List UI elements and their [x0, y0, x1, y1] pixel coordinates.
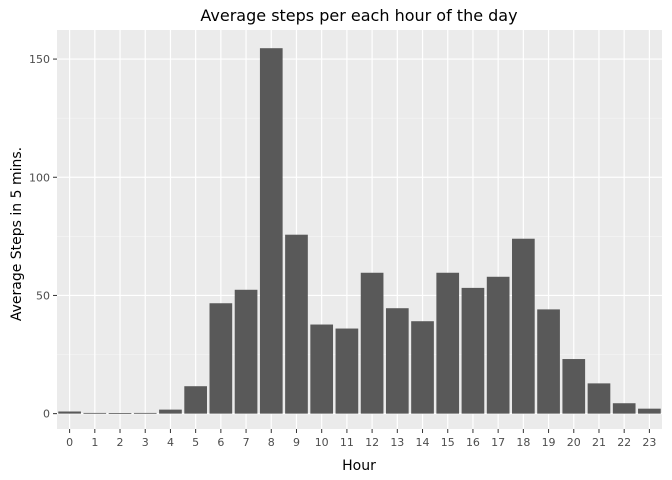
bar-hour-10	[310, 324, 334, 414]
bar-hour-16	[461, 287, 485, 414]
x-tick-label: 23	[642, 436, 656, 449]
y-tick-label: 50	[36, 289, 50, 302]
bar-hour-19	[537, 309, 560, 414]
x-tick-label: 19	[542, 436, 556, 449]
x-tick-label: 8	[268, 436, 275, 449]
y-tick-label: 100	[29, 171, 50, 184]
bar-hour-8	[259, 48, 283, 414]
x-tick-label: 7	[243, 436, 250, 449]
bar-hour-2	[108, 413, 132, 414]
bar-hour-3	[133, 412, 157, 414]
bar-hour-12	[360, 272, 384, 414]
x-tick-label: 14	[416, 436, 430, 449]
bar-hour-7	[234, 289, 258, 414]
chart-title: Average steps per each hour of the day	[200, 6, 517, 25]
bar-hour-9	[285, 234, 308, 414]
x-tick-label: 0	[66, 436, 73, 449]
x-tick-label: 2	[117, 436, 124, 449]
x-axis-title: Hour	[342, 458, 376, 474]
y-axis: 0 50 100 150	[29, 53, 57, 421]
bar-hour-11	[335, 328, 359, 414]
x-tick-label: 1	[91, 436, 98, 449]
bar-hour-4	[159, 409, 182, 414]
bar-hour-13	[385, 308, 409, 414]
bar-hour-22	[612, 403, 636, 414]
panel-background	[57, 30, 662, 429]
bar-hour-18	[512, 238, 535, 414]
x-tick-label: 18	[516, 436, 530, 449]
bar-hour-15	[436, 272, 460, 414]
x-tick-label: 17	[491, 436, 505, 449]
x-tick-label: 13	[390, 436, 404, 449]
x-tick-label: 5	[192, 436, 199, 449]
bar-hour-6	[209, 303, 233, 414]
x-tick-label: 6	[217, 436, 224, 449]
bar-hour-17	[486, 276, 510, 414]
bar-hour-14	[411, 321, 434, 414]
bar-hour-1	[83, 412, 107, 414]
bar-hour-23	[638, 408, 661, 414]
x-tick-label: 4	[167, 436, 174, 449]
bar-hour-20	[562, 359, 586, 414]
x-axis: 0 1 2 3 4 5 6 7 8 9 10 11 12 13 14 15 16 17 18 19 20 21 22 23	[66, 429, 656, 449]
bar-hour-21	[587, 383, 611, 414]
y-axis-title: Average Steps in 5 mins.	[9, 147, 25, 321]
bars	[58, 48, 661, 414]
x-tick-label: 9	[293, 436, 300, 449]
x-tick-label: 10	[315, 436, 329, 449]
x-tick-label: 21	[592, 436, 606, 449]
x-tick-label: 15	[441, 436, 455, 449]
bar-hour-0	[58, 411, 81, 414]
x-tick-label: 20	[567, 436, 581, 449]
bar-hour-5	[184, 386, 207, 414]
x-tick-label: 12	[365, 436, 379, 449]
x-tick-label: 22	[617, 436, 631, 449]
x-tick-label: 3	[142, 436, 149, 449]
y-tick-label: 150	[29, 53, 50, 66]
x-tick-label: 11	[340, 436, 354, 449]
y-tick-label: 0	[43, 408, 50, 421]
x-tick-label: 16	[466, 436, 480, 449]
